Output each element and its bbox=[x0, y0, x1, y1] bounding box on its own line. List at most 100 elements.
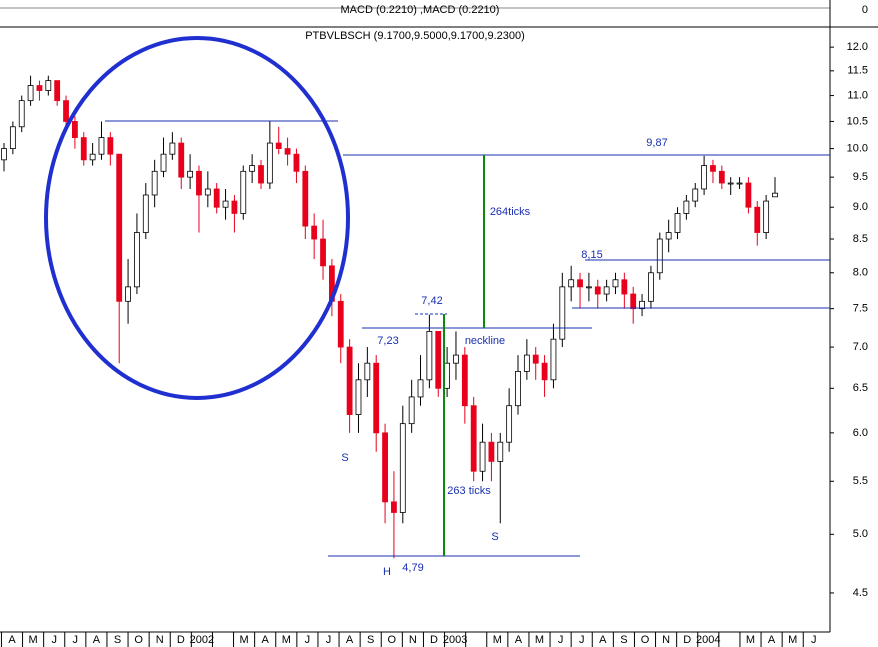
candle-body bbox=[665, 232, 672, 240]
candle-body bbox=[532, 354, 539, 364]
x-tick-label: 2003 bbox=[443, 634, 467, 646]
candle-body bbox=[107, 137, 114, 155]
x-tick-label: M bbox=[535, 634, 544, 646]
x-tick-label: J bbox=[558, 634, 564, 646]
y-tick-label: 11.5 bbox=[847, 65, 868, 77]
candle-body bbox=[204, 188, 211, 196]
candle-body bbox=[373, 362, 380, 434]
y-tick-label: 8.5 bbox=[853, 233, 868, 245]
candle-body bbox=[444, 362, 451, 389]
x-tick-label: O bbox=[641, 634, 650, 646]
annotation: S bbox=[491, 531, 498, 543]
candle-body bbox=[674, 213, 681, 233]
candle-body bbox=[249, 165, 256, 172]
y-tick-label: 7.0 bbox=[853, 341, 868, 353]
annotation: 8,15 bbox=[581, 249, 602, 261]
highlight-circle bbox=[44, 36, 350, 400]
candle-body bbox=[594, 286, 601, 295]
annotation: 4,79 bbox=[402, 562, 423, 574]
candle-body bbox=[54, 80, 61, 102]
x-tick-label: M bbox=[240, 634, 249, 646]
candle-body bbox=[408, 396, 415, 425]
candle-body bbox=[337, 300, 344, 348]
y-tick-label: 12.0 bbox=[847, 41, 868, 53]
x-tick-label: S bbox=[114, 634, 121, 646]
x-tick-label: N bbox=[662, 634, 670, 646]
candle-body bbox=[45, 80, 52, 91]
candle-body bbox=[701, 165, 708, 190]
candle-body bbox=[506, 405, 513, 443]
candle-body bbox=[213, 188, 220, 208]
macd-label: MACD (0.2210) ,MACD (0.2210) bbox=[341, 4, 500, 16]
x-tick-label: N bbox=[156, 634, 164, 646]
candle-body bbox=[98, 137, 105, 155]
candle-body bbox=[745, 182, 752, 208]
candle-body bbox=[515, 371, 521, 407]
candle-body bbox=[648, 272, 654, 302]
candle-body bbox=[577, 279, 583, 288]
candle-body bbox=[266, 142, 273, 184]
candle-body bbox=[559, 286, 566, 340]
level-lines bbox=[105, 120, 830, 557]
candle-body bbox=[763, 200, 770, 233]
candle-body bbox=[116, 153, 123, 302]
candle-body bbox=[382, 432, 388, 503]
x-tick-label: O bbox=[134, 634, 143, 646]
x-tick-label: A bbox=[515, 634, 523, 646]
candle-body bbox=[453, 354, 459, 364]
candle-body bbox=[71, 121, 78, 138]
x-tick-label: S bbox=[367, 634, 374, 646]
candle-body bbox=[9, 126, 16, 149]
candle-body bbox=[391, 501, 397, 513]
candle-body bbox=[603, 286, 610, 295]
candle-body bbox=[656, 238, 663, 274]
x-tick-label: N bbox=[409, 634, 417, 646]
x-tick-label: O bbox=[388, 634, 397, 646]
y-tick-label: 11.0 bbox=[847, 89, 868, 101]
candle-body bbox=[497, 441, 504, 462]
x-tick-label: J bbox=[51, 634, 57, 646]
macd-tick-label: 0 bbox=[862, 4, 868, 16]
candle-body bbox=[550, 338, 557, 381]
candle-body bbox=[523, 354, 530, 372]
candle-body bbox=[302, 170, 309, 227]
x-tick-label: D bbox=[683, 634, 691, 646]
candle-body bbox=[718, 170, 725, 184]
x-tick-label: A bbox=[262, 634, 270, 646]
candle-body bbox=[187, 170, 194, 178]
x-tick-label: A bbox=[599, 634, 607, 646]
annotation: neckline bbox=[465, 335, 505, 347]
annotation: 264ticks bbox=[490, 206, 531, 218]
candle-body bbox=[80, 137, 87, 161]
y-tick-label: 6.5 bbox=[853, 382, 868, 394]
candle-body bbox=[142, 194, 149, 233]
chart-title: PTBVLBSCH (9.1700,9.5000,9.1700,9.2300) bbox=[305, 30, 525, 42]
candle-body bbox=[479, 441, 486, 472]
candle-body bbox=[639, 300, 645, 310]
x-tick-label: J bbox=[811, 634, 817, 646]
y-tick-label: 8.0 bbox=[853, 267, 868, 279]
candle-body bbox=[27, 85, 34, 102]
y-tick-label: 7.5 bbox=[853, 303, 868, 315]
candle-body bbox=[754, 206, 761, 233]
candle-body bbox=[293, 153, 300, 172]
y-tick-label: 6.0 bbox=[853, 427, 868, 439]
y-tick-label: 5.0 bbox=[853, 528, 868, 540]
x-tick-label: D bbox=[430, 634, 438, 646]
candle-body bbox=[160, 153, 167, 172]
candle-body bbox=[621, 279, 628, 295]
candle-body bbox=[320, 238, 326, 267]
candle-body bbox=[89, 153, 96, 161]
annotation: 7,23 bbox=[377, 335, 398, 347]
candle-body bbox=[435, 330, 442, 389]
candle-body bbox=[125, 286, 131, 302]
candle-body bbox=[470, 405, 477, 472]
x-tick-label: M bbox=[493, 634, 502, 646]
candle-body bbox=[134, 232, 140, 288]
x-tick-label: M bbox=[29, 634, 38, 646]
candle-body bbox=[178, 142, 185, 178]
candle-body bbox=[710, 165, 716, 172]
candle-body bbox=[364, 362, 371, 381]
candle-body bbox=[1, 148, 7, 161]
x-tick-label: 2004 bbox=[696, 634, 720, 646]
